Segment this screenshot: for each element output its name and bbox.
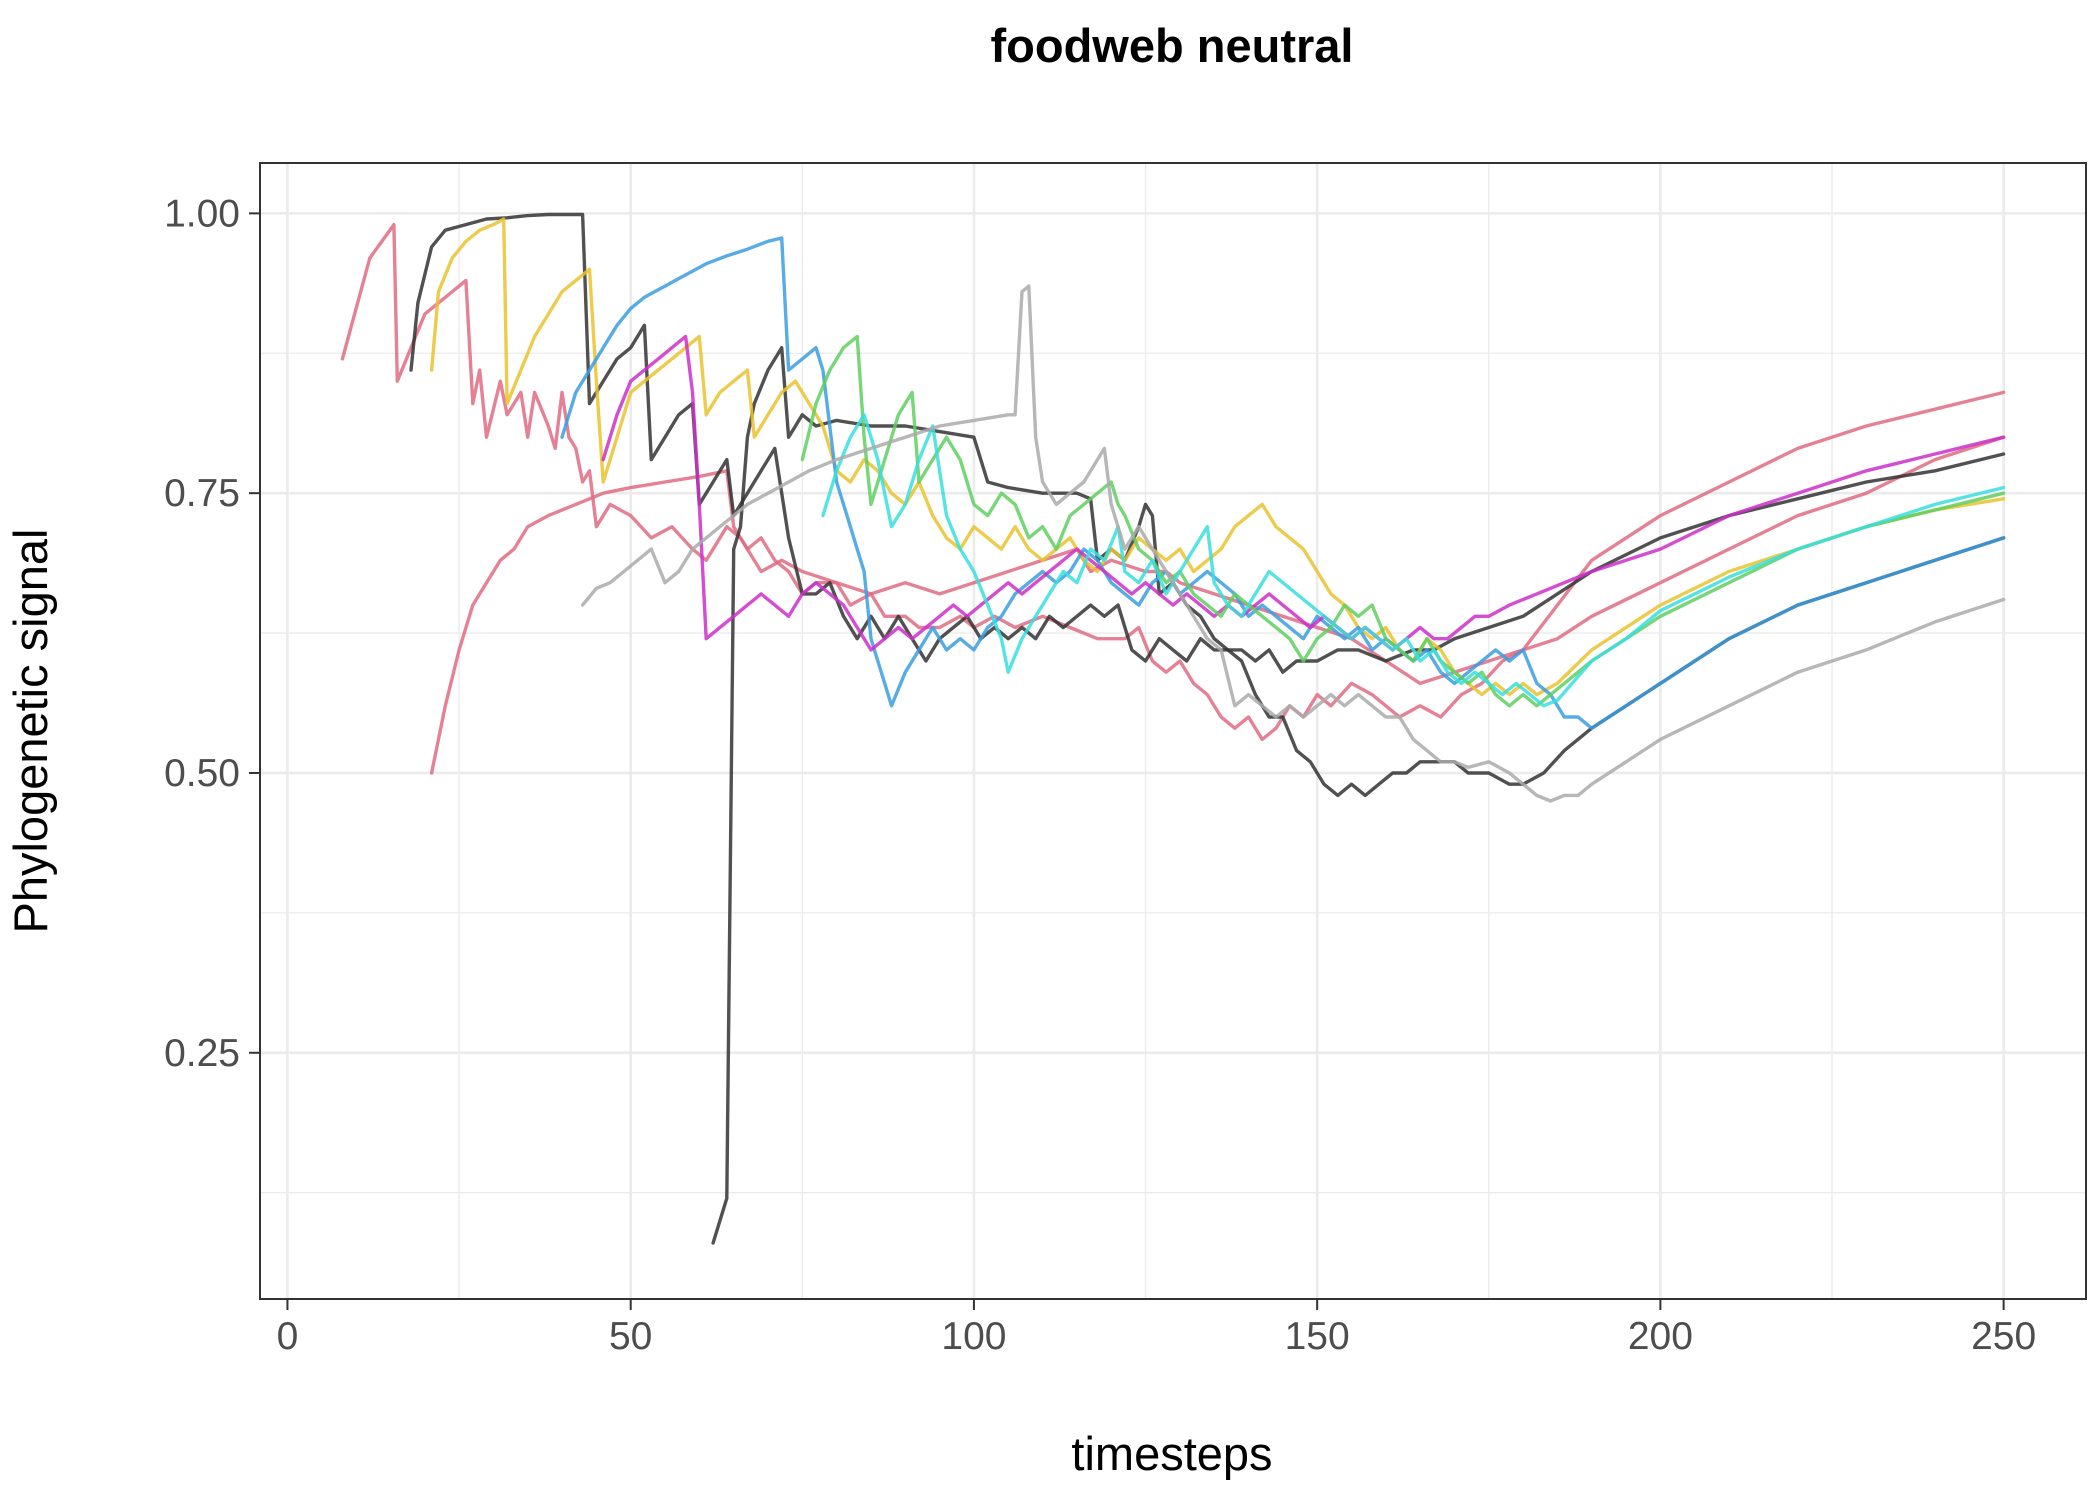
x-tick-label: 50 bbox=[609, 1315, 652, 1358]
gridlines bbox=[260, 163, 2086, 1299]
y-axis: 0.25 0.50 0.75 1.00 bbox=[164, 192, 260, 1075]
series-line-1 bbox=[340, 222, 2006, 686]
series-line-5 bbox=[429, 217, 2006, 697]
y-tick-label: 1.00 bbox=[164, 192, 240, 235]
series-line-9 bbox=[821, 413, 2006, 708]
series-line-10 bbox=[580, 284, 2006, 803]
x-tick-label: 0 bbox=[277, 1315, 299, 1358]
x-axis: 0 50 100 150 200 250 bbox=[277, 1299, 2036, 1358]
series-line-6 bbox=[560, 236, 2006, 730]
plot-panel-background bbox=[260, 163, 2086, 1299]
x-axis-title: timesteps bbox=[1071, 1427, 1272, 1480]
y-tick-label: 0.50 bbox=[164, 752, 240, 795]
data-series bbox=[340, 212, 2006, 1245]
y-axis-title: Phylogenetic signal bbox=[4, 529, 57, 934]
plot-panel-border bbox=[259, 162, 2087, 1300]
x-tick-label: 150 bbox=[1285, 1315, 1350, 1358]
y-tick-label: 0.25 bbox=[164, 1032, 240, 1075]
chart-title: foodweb neutral bbox=[991, 19, 1354, 72]
plot-area bbox=[259, 162, 2087, 1300]
x-tick-label: 200 bbox=[1628, 1315, 1693, 1358]
x-tick-label: 100 bbox=[941, 1315, 1006, 1358]
y-tick-label: 0.75 bbox=[164, 472, 240, 515]
x-tick-label: 250 bbox=[1971, 1315, 2036, 1358]
series-line-2 bbox=[429, 390, 2006, 775]
series-line-7 bbox=[601, 334, 2006, 652]
series-line-4 bbox=[711, 346, 2006, 1245]
